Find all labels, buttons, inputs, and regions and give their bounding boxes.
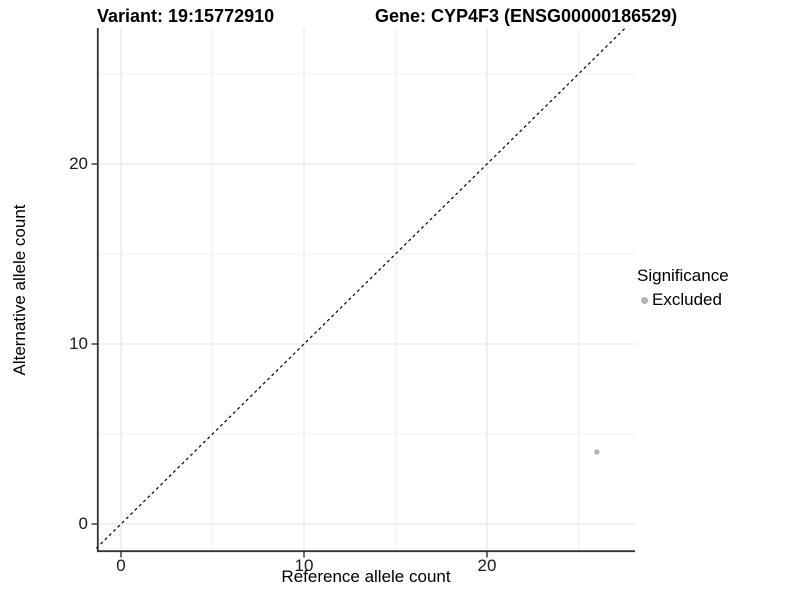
x-axis-title: Reference allele count: [281, 567, 451, 586]
legend-entry-excluded: Excluded: [637, 290, 729, 310]
legend-entry-label: Excluded: [652, 290, 722, 309]
legend-key-circle-icon: [641, 296, 648, 304]
x-tick-label: 0: [116, 556, 126, 575]
plot-panel: [91, 27, 635, 558]
legend-title: Significance: [637, 266, 729, 285]
y-tick-label: 10: [69, 334, 88, 353]
data-point: [594, 449, 600, 455]
y-tick-label: 20: [69, 154, 88, 173]
y-tick-label: 0: [78, 514, 88, 533]
variant-title: Variant: 19:15772910: [97, 6, 275, 26]
y-axis-title: Alternative allele count: [10, 204, 29, 376]
gene-title: Gene: CYP4F3 (ENSG00000186529): [375, 6, 678, 26]
x-tick-label: 10: [294, 556, 314, 575]
legend: Significance Excluded: [637, 265, 729, 310]
identity-dashed-line: [95, 27, 626, 549]
x-tick-label: 20: [477, 556, 497, 575]
plot-canvas: [91, 27, 635, 558]
